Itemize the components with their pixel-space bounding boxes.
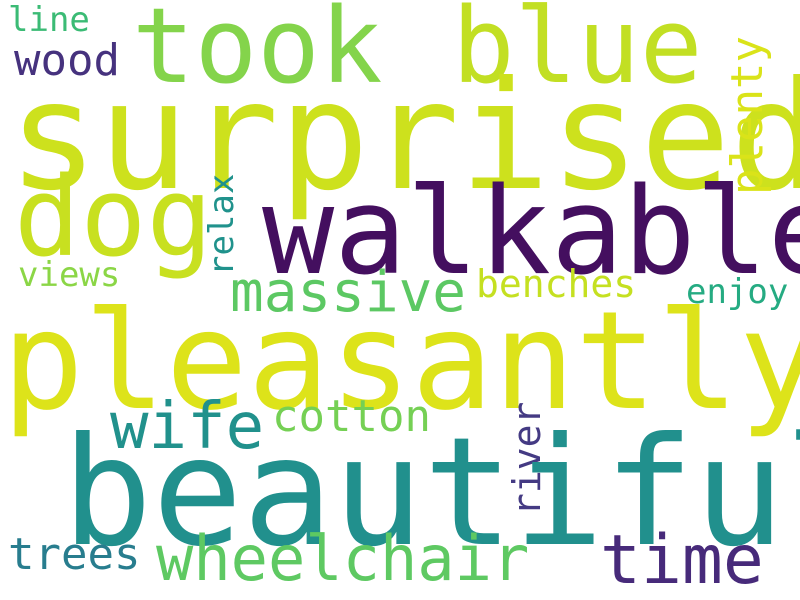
word-blue: blue	[452, 0, 703, 107]
word-line: line	[8, 0, 90, 40]
word-trees: trees	[8, 529, 141, 580]
word-benches: benches	[476, 262, 637, 306]
word-views: views	[18, 255, 121, 295]
word-enjoy: enjoy	[686, 272, 789, 312]
word-walkable: walkable	[262, 163, 800, 302]
word-dog: dog	[14, 153, 213, 281]
word-massive: massive	[230, 260, 467, 325]
word-pleasantly: pleasantly	[2, 283, 800, 441]
word-surprised: surprised	[8, 50, 800, 224]
word-took: took	[132, 0, 383, 107]
word-time: time	[600, 521, 764, 600]
word-wheelchair: wheelchair	[156, 522, 530, 595]
word-cotton: cotton	[272, 391, 431, 442]
word-beautiful: beautiful	[62, 406, 800, 580]
word-wife: wife	[110, 390, 265, 464]
word-wood: wood	[14, 35, 120, 86]
